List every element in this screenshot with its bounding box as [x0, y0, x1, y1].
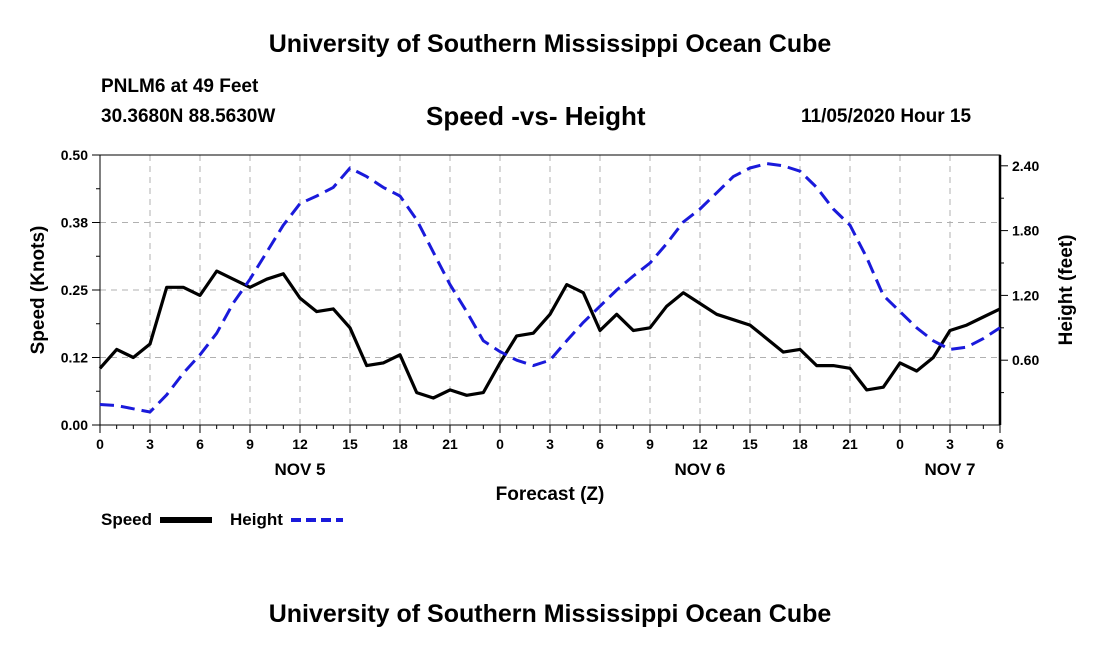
x-tick-label: 21 [442, 436, 458, 452]
axes [92, 154, 1008, 433]
x-tick-label: 9 [646, 436, 654, 452]
x-tick-label: 18 [792, 436, 808, 452]
y-axis-title: Speed (Knots) [28, 226, 49, 355]
day-label: NOV 5 [274, 460, 325, 479]
main-title: University of Southern Mississippi Ocean… [268, 30, 832, 58]
legend: Speed Height [101, 510, 343, 529]
legend-label-height: Height [230, 510, 283, 529]
forecast-datetime: 11/05/2020 Hour 15 [801, 106, 972, 127]
x-tick-label: 0 [496, 436, 504, 452]
x-tick-label: 3 [146, 436, 154, 452]
y2-tick-label: 2.40 [1012, 158, 1039, 174]
x-tick-label: 21 [842, 436, 858, 452]
x-tick-label: 12 [692, 436, 708, 452]
station-coordinates: 30.3680N 88.5630W [101, 106, 276, 127]
x-tick-label: 15 [342, 436, 358, 452]
grid-lines [100, 155, 1000, 425]
x-tick-label: 15 [742, 436, 758, 452]
y2-tick-label: 1.20 [1012, 287, 1039, 303]
y-tick-label: 0.50 [61, 147, 88, 163]
day-label: NOV 7 [924, 460, 975, 479]
station-label: PNLM6 at 49 Feet [101, 76, 259, 97]
x-tick-label: 18 [392, 436, 408, 452]
x-tick-label: 6 [596, 436, 604, 452]
footer-title: University of Southern Mississippi Ocean… [268, 600, 832, 628]
x-tick-label: 6 [996, 436, 1004, 452]
series-lines [98, 162, 1001, 414]
y-tick-label: 0.00 [61, 417, 88, 433]
x-tick-label: 0 [896, 436, 904, 452]
series-line-height [99, 162, 1001, 414]
x-tick-label: 6 [196, 436, 204, 452]
x-tick-label: 3 [546, 436, 554, 452]
y-tick-label: 0.38 [61, 215, 88, 231]
chart-title: Speed -vs- Height [426, 101, 646, 131]
x-tick-label: 9 [246, 436, 254, 452]
x-axis-title: Forecast (Z) [496, 484, 605, 505]
y-tick-label: 0.12 [61, 350, 88, 366]
x-tick-label: 3 [946, 436, 954, 452]
y2-tick-label: 0.60 [1012, 352, 1039, 368]
x-tick-label: 12 [292, 436, 308, 452]
y2-axis-title: Height (feet) [1056, 235, 1077, 346]
legend-label-speed: Speed [101, 510, 152, 529]
x-tick-label: 0 [96, 436, 104, 452]
day-label: NOV 6 [674, 460, 725, 479]
y-tick-label: 0.25 [61, 282, 88, 298]
y2-tick-label: 1.80 [1012, 223, 1039, 239]
series-line-speed [98, 269, 1001, 400]
axis-labels: 0 3 6 9 12 15 18 21 0 3 6 9 12 15 18 21 0 3 6 0.00 0.12 0.25 0… [61, 147, 1040, 479]
